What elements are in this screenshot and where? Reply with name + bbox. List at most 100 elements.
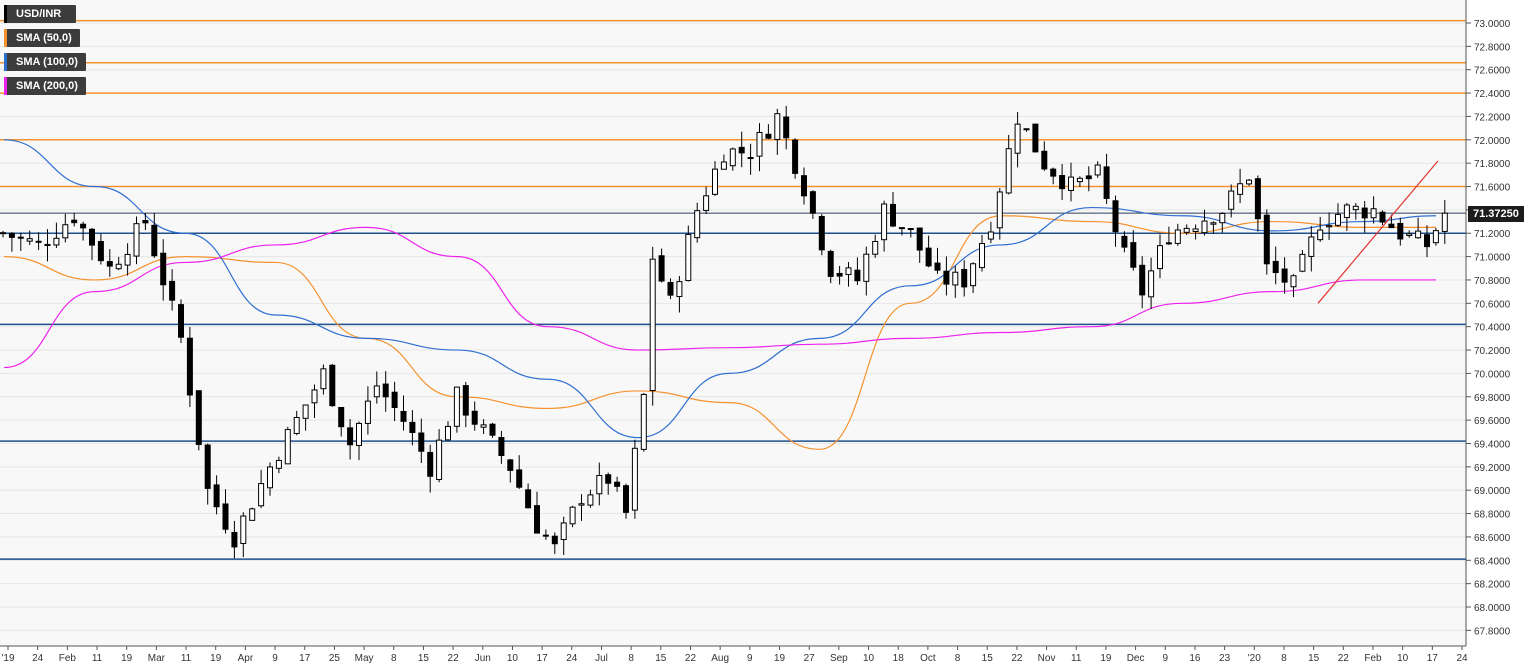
candle-body-down: [382, 383, 389, 398]
candle-body-down: [1263, 214, 1270, 265]
legend-item-usdinr[interactable]: USD/INR: [4, 5, 76, 23]
x-tick-label: 25: [329, 653, 341, 664]
candle: [0, 230, 6, 238]
candle-body-up: [1014, 123, 1021, 154]
candle-body-down: [1041, 150, 1048, 170]
candle: [587, 489, 594, 508]
candle-body-up: [311, 389, 318, 404]
x-tick-label: 11: [92, 653, 103, 664]
candle-body-down: [1050, 168, 1057, 177]
candle: [801, 167, 807, 205]
candle-body-up: [729, 148, 736, 167]
candle: [293, 410, 300, 436]
candle-body-down: [329, 364, 336, 407]
candle: [961, 260, 968, 297]
candle-body-down: [1272, 260, 1279, 274]
candle: [1201, 209, 1208, 236]
candle: [534, 491, 540, 534]
x-tick-label: 10: [507, 653, 519, 664]
candle: [578, 494, 585, 521]
candle-body-down: [1139, 264, 1146, 296]
candle: [347, 419, 354, 460]
candle: [1157, 234, 1163, 279]
candle-body-down: [400, 410, 407, 422]
legend-item-sma100[interactable]: SMA (100,0): [4, 53, 86, 71]
candle: [44, 229, 51, 262]
candle: [445, 421, 451, 441]
candle: [1263, 209, 1270, 275]
candle-body-up: [1343, 204, 1350, 219]
candle: [640, 393, 647, 452]
candle-body-up: [1183, 227, 1190, 233]
candle-body-up: [1165, 242, 1172, 245]
candle-body-down: [142, 220, 149, 224]
candle-body-up: [436, 439, 443, 480]
y-tick-label: 72.6000: [1474, 66, 1511, 77]
candle-body-down: [1254, 178, 1261, 220]
candle-body-up: [1174, 229, 1181, 244]
y-tick-label: 68.6000: [1474, 533, 1511, 544]
x-tick-label: '20: [1248, 653, 1261, 664]
candle: [703, 186, 710, 214]
y-tick-label: 70.6000: [1474, 299, 1511, 310]
candle: [311, 384, 318, 418]
candle-body-up: [694, 210, 701, 239]
candle: [516, 455, 523, 489]
candle: [462, 381, 469, 428]
candle-body-down: [542, 534, 549, 537]
candle-body-down: [1379, 211, 1386, 223]
x-tick-label: 15: [1308, 653, 1320, 664]
candle: [489, 422, 496, 438]
legend-item-sma200[interactable]: SMA (200,0): [4, 77, 86, 95]
y-tick-label: 67.8000: [1474, 626, 1511, 637]
candle: [1085, 166, 1092, 192]
candle-body-up: [1210, 222, 1217, 225]
candle-body-down: [338, 406, 345, 428]
candle: [1219, 212, 1226, 233]
candle: [1121, 231, 1128, 253]
last-price-tag: 71.37250: [1468, 206, 1524, 222]
candle: [1272, 246, 1279, 285]
candle-body-down: [1059, 175, 1066, 190]
candle-body-down: [151, 224, 158, 257]
candle-body-down: [498, 437, 505, 456]
candle: [1441, 200, 1448, 244]
candle: [1059, 163, 1066, 200]
candle: [970, 262, 977, 293]
candle-body-down: [614, 481, 621, 487]
y-tick-label: 71.6000: [1474, 183, 1511, 194]
x-tick-label: 18: [893, 653, 905, 664]
candle-body-down: [1103, 166, 1110, 199]
candle: [1050, 167, 1057, 185]
candle: [694, 202, 701, 243]
legend-item-sma50[interactable]: SMA (50,0): [4, 29, 80, 47]
candle: [836, 265, 843, 285]
candle-body-down: [8, 232, 15, 238]
candle: [89, 227, 95, 261]
candle: [1432, 227, 1439, 246]
candle: [872, 234, 879, 258]
candle: [792, 138, 799, 179]
candle-body-down: [0, 232, 6, 235]
candle-body-up: [275, 459, 282, 469]
candle-body-down: [347, 427, 354, 446]
candle-body-down: [943, 270, 950, 285]
candle-body-up: [898, 227, 905, 230]
candle: [222, 489, 229, 534]
candle-body-up: [1076, 177, 1083, 183]
candle: [409, 410, 416, 446]
candle: [525, 483, 532, 509]
y-tick-label: 70.4000: [1474, 323, 1511, 334]
candle-body-down: [961, 268, 968, 288]
candle: [667, 278, 674, 300]
candle: [979, 235, 985, 272]
candle: [1014, 111, 1021, 168]
candle-body-down: [186, 337, 193, 396]
candle-body-up: [881, 203, 888, 241]
candle: [1103, 153, 1110, 205]
candle: [596, 462, 603, 506]
candle-body-down: [1361, 207, 1368, 219]
candle: [320, 364, 327, 395]
candle-body-down: [106, 261, 113, 267]
